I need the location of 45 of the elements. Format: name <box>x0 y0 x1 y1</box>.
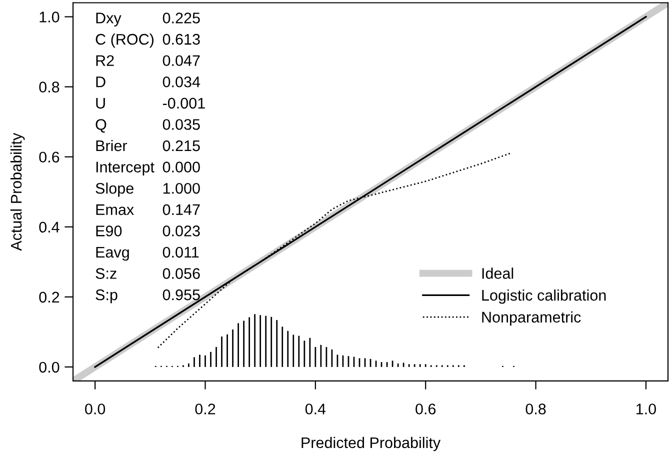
annotation: 0.613 <box>162 34 200 45</box>
x-tick-label: 0.4 <box>305 404 326 414</box>
annotation: U <box>96 98 105 109</box>
annotation: 0.023 <box>162 226 200 236</box>
annotation: -0.001 <box>162 98 205 109</box>
annotation: 0.034 <box>162 76 200 88</box>
annotation: 0.035 <box>162 119 200 130</box>
annotation: Emax <box>96 204 134 216</box>
annotation: 0.047 <box>162 55 200 66</box>
x-axis-title: Predicted Probability <box>302 436 441 452</box>
legend-label: Nonparametric <box>482 311 581 326</box>
y-tick-label: 0.0 <box>39 362 60 373</box>
annotation: 0.011 <box>162 246 199 258</box>
annotation: 0.000 <box>162 162 200 172</box>
annotation: Eavg <box>96 247 129 261</box>
y-axis-title: Actual Probability <box>10 132 25 251</box>
annotation: S:p <box>96 289 118 304</box>
y-tick-label: 1.0 <box>40 12 60 22</box>
annotation: 0.225 <box>162 12 200 24</box>
annotation: E90 <box>96 226 122 236</box>
y-tick-label: 0.2 <box>39 292 60 303</box>
annotation: Q <box>96 119 106 133</box>
annotation: Intercept <box>96 162 154 176</box>
annotation: 1.000 <box>163 182 200 194</box>
annotation: 0.955 <box>162 289 200 300</box>
y-tick-label: 0.8 <box>39 82 60 92</box>
annotation: Brier <box>96 140 128 152</box>
annotation: R2 <box>96 55 114 66</box>
annotation: S:z <box>96 268 116 279</box>
annotation: 0.056 <box>162 268 200 279</box>
annotation: 0.215 <box>162 140 200 152</box>
annotation: D <box>96 76 106 88</box>
y-tick-label: 0.4 <box>39 222 60 233</box>
legend-label: Logistic calibration <box>482 289 606 304</box>
x-tick-label: 0.2 <box>195 404 216 414</box>
x-tick-label: 0.6 <box>416 404 436 414</box>
y-tick-label: 0.6 <box>39 152 60 163</box>
annotation: 0.147 <box>162 204 200 216</box>
annotation: Dxy <box>96 12 122 26</box>
legend-label: Ideal <box>482 268 514 279</box>
annotation: Slope <box>96 182 134 197</box>
annotation: C (ROC) <box>96 34 154 48</box>
x-tick-label: 0.8 <box>526 404 546 414</box>
x-tick-label: 0.0 <box>85 404 106 414</box>
x-tick-label: 1.0 <box>636 404 656 414</box>
